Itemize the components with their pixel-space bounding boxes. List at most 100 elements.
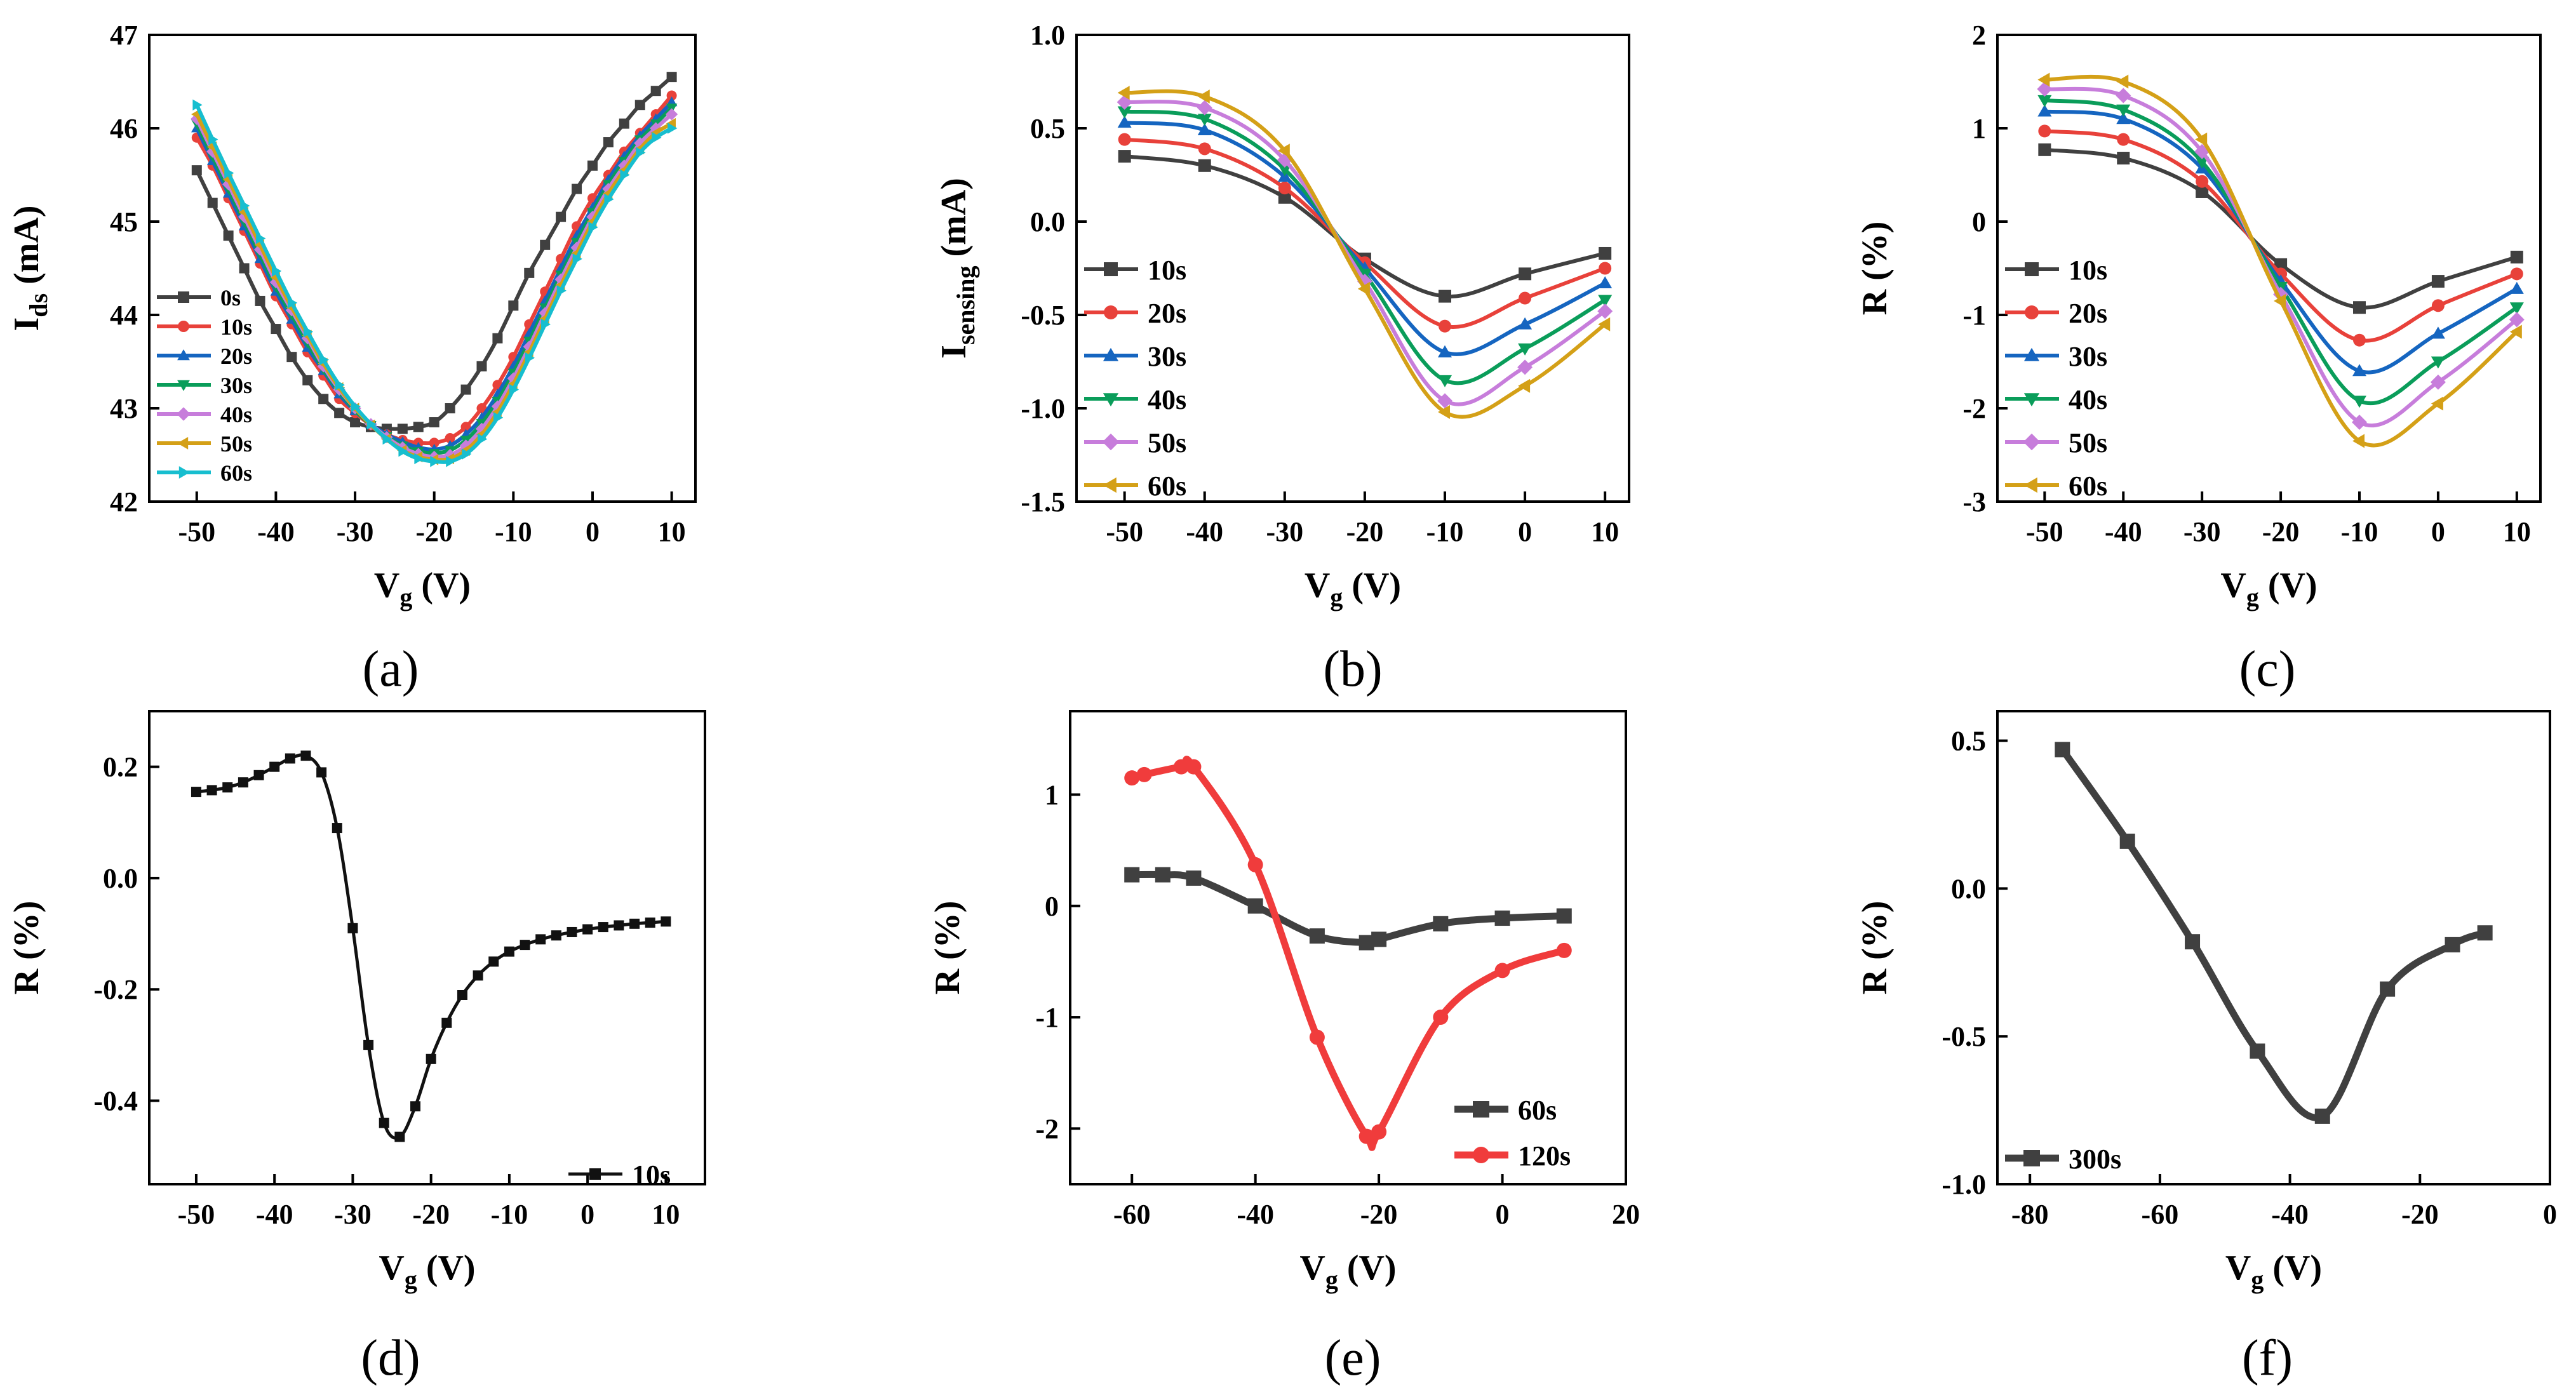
data-point	[2352, 415, 2367, 431]
data-point	[629, 918, 640, 929]
data-point	[2380, 981, 2396, 997]
series-line-50s	[195, 113, 673, 462]
data-point	[572, 253, 582, 265]
data-point	[2055, 742, 2070, 758]
data-point	[1519, 267, 1532, 281]
data-point	[207, 197, 218, 208]
data-point	[269, 761, 280, 772]
data-point	[1438, 404, 1450, 419]
data-point	[334, 408, 345, 418]
legend-marker	[178, 321, 189, 332]
x-tick-label: -10	[1426, 516, 1464, 547]
x-tick-label: -60	[2142, 1199, 2179, 1230]
data-point	[667, 123, 678, 134]
data-point	[1247, 857, 1263, 872]
data-point	[1437, 393, 1452, 409]
data-point	[1357, 281, 1370, 296]
y-axis-label: R (%)	[7, 901, 46, 995]
data-point	[192, 99, 203, 111]
y-axis-label: R (%)	[1855, 222, 1895, 316]
data-point	[318, 394, 329, 404]
legend-marker	[2023, 477, 2037, 493]
y-tick-label: 0.0	[1030, 206, 1065, 237]
data-point	[1309, 928, 1325, 944]
x-axis-label: Vg (V)	[2220, 566, 2317, 611]
data-point	[271, 324, 281, 335]
y-tick-label: 2	[1972, 20, 1986, 51]
y-tick-label: 47	[110, 20, 138, 51]
data-point	[2509, 324, 2522, 339]
data-point	[238, 777, 248, 788]
data-point	[253, 243, 267, 256]
data-point	[240, 200, 250, 211]
legend-label: 30s	[1148, 341, 1186, 372]
panel-label: (e)	[1325, 1330, 1381, 1386]
legend: 0s 10s 20s 30s 40s 50s 60s	[157, 285, 252, 486]
legend-marker	[177, 407, 191, 421]
data-point	[2510, 267, 2523, 281]
x-tick-label: -40	[1237, 1199, 1274, 1230]
x-axis-label: Vg (V)	[374, 566, 471, 611]
data-point	[1519, 291, 1532, 305]
y-tick-label: -2	[1962, 393, 1986, 424]
data-point	[382, 433, 392, 445]
y-axis-label: Ids (mA)	[7, 206, 53, 331]
data-point	[256, 232, 266, 244]
data-point	[224, 167, 234, 179]
data-point	[570, 241, 583, 254]
data-point	[1118, 150, 1131, 163]
x-tick-label: -50	[2026, 516, 2063, 547]
data-point	[1197, 100, 1212, 116]
data-point	[650, 122, 662, 135]
data-point	[2119, 833, 2135, 849]
legend-marker	[2023, 433, 2041, 451]
y-axis-label: R (%)	[928, 901, 967, 995]
series-line-300s	[2059, 747, 2486, 1121]
data-point	[556, 211, 567, 222]
data-point	[316, 767, 327, 778]
data-point	[2353, 301, 2366, 314]
legend-marker	[177, 380, 190, 391]
series-line-30s	[1124, 121, 1606, 356]
x-tick-label: 0	[1518, 516, 1532, 547]
data-point	[2431, 275, 2445, 288]
data-point	[2431, 356, 2445, 369]
legend-marker	[1473, 1147, 1489, 1163]
y-axis-label: Isensing (mA)	[934, 178, 980, 359]
data-point	[493, 411, 504, 424]
legend-marker	[1103, 393, 1119, 407]
legend-marker	[1103, 347, 1119, 361]
x-tick-label: -30	[1266, 516, 1303, 547]
data-point	[1174, 759, 1189, 775]
legend-label: 20s	[2069, 298, 2107, 329]
legend-label: 20s	[1148, 298, 1186, 329]
data-point	[394, 1131, 405, 1142]
data-point	[2196, 185, 2209, 198]
data-point	[445, 433, 455, 444]
panel-label: (f)	[2242, 1330, 2293, 1386]
data-point	[666, 90, 677, 101]
data-point	[1197, 90, 1210, 104]
plot-frame	[1069, 710, 1627, 1185]
data-point	[478, 433, 488, 445]
data-point	[551, 930, 561, 941]
y-tick-label: 0	[1045, 891, 1059, 922]
data-point	[476, 361, 487, 371]
chart-e: -60 -40 -20 0 20 -2 -1 0 1 Vg (V) R (%) 60s 120s (e)	[928, 710, 1640, 1386]
x-tick-label: 0	[2543, 1199, 2557, 1230]
data-point	[1438, 345, 1452, 357]
legend-label: 10s	[1148, 255, 1186, 286]
legend-label: 40s	[220, 402, 252, 427]
x-tick-label: -20	[1360, 1199, 1398, 1230]
y-tick-label: 0.0	[1951, 873, 1986, 904]
x-tick-label: 0	[580, 1199, 594, 1230]
data-point	[300, 751, 311, 761]
data-point	[1197, 114, 1212, 126]
x-tick-label: 0	[586, 516, 600, 547]
data-point	[473, 970, 483, 981]
x-tick-label: -10	[491, 1199, 528, 1230]
data-point	[302, 375, 313, 385]
x-tick-label: -40	[2105, 516, 2142, 547]
data-point	[504, 946, 514, 957]
